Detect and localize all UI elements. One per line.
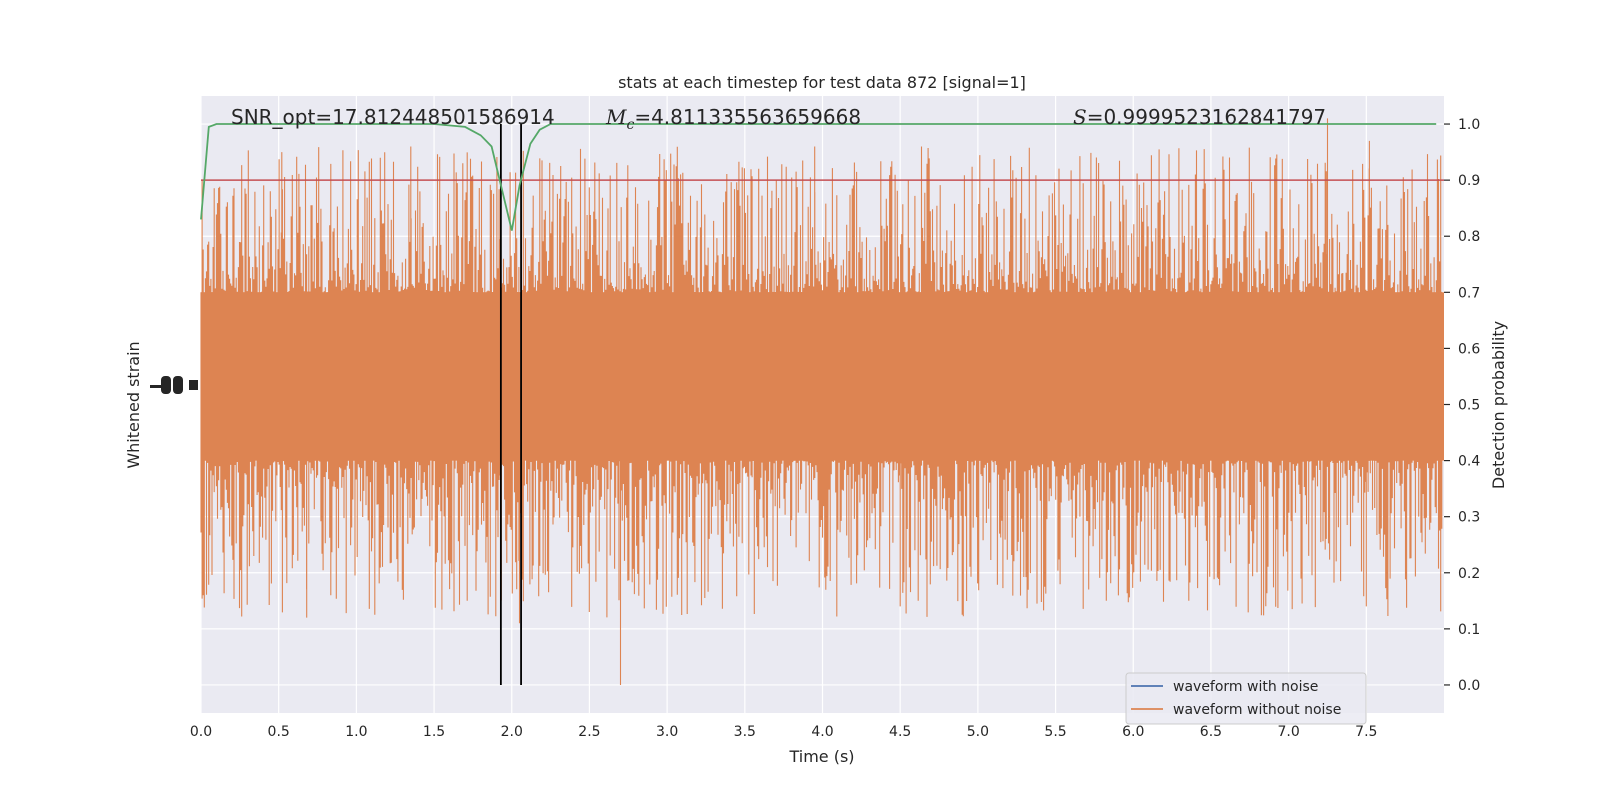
x-tick-label: 5.5 bbox=[1044, 724, 1066, 740]
x-tick-label: 4.0 bbox=[811, 724, 833, 740]
x-tick-label: 1.5 bbox=[423, 724, 445, 740]
strain-series bbox=[200, 118, 1444, 685]
y-tick-label: 0.0 bbox=[1458, 678, 1480, 694]
y-tick-label: 0.5 bbox=[1458, 398, 1480, 414]
s-symbol: S bbox=[1073, 105, 1087, 129]
y-tick-label: 0.1 bbox=[1458, 622, 1480, 638]
x-tick-label: 0.5 bbox=[268, 724, 290, 740]
y-tick-label: 0.2 bbox=[1458, 566, 1480, 582]
chirp-mass-annotation: Mc=4.811335563659668 bbox=[605, 105, 861, 133]
y-tick-label: 0.7 bbox=[1458, 285, 1480, 301]
x-tick-label: 1.0 bbox=[345, 724, 367, 740]
s-annotation: S=0.9999523162841797 bbox=[1073, 105, 1326, 129]
detection-probability-line bbox=[200, 123, 1437, 231]
y-tick-label: 0.8 bbox=[1458, 229, 1480, 245]
y-axis-label-right: Detection probability bbox=[1489, 321, 1508, 489]
x-tick-label: 3.0 bbox=[656, 724, 678, 740]
x-tick-label: 4.5 bbox=[889, 724, 911, 740]
x-tick-label: 3.5 bbox=[734, 724, 756, 740]
x-tick-label: 7.5 bbox=[1355, 724, 1377, 740]
event-markers bbox=[499, 124, 522, 685]
strain-spikes bbox=[200, 118, 1443, 685]
x-tick-label: 2.5 bbox=[578, 724, 600, 740]
mc-symbol: M bbox=[605, 105, 627, 129]
legend: waveform with noise waveform without noi… bbox=[1125, 672, 1367, 725]
x-axis-label: Time (s) bbox=[788, 747, 854, 766]
y-tick-label: 1.0 bbox=[1458, 117, 1480, 133]
y-tick-label: 0.4 bbox=[1458, 454, 1480, 470]
legend-box bbox=[1125, 672, 1367, 725]
chart-title: stats at each timestep for test data 872… bbox=[618, 73, 1026, 92]
x-tick-label: 6.0 bbox=[1122, 724, 1144, 740]
x-tick-label: 7.0 bbox=[1277, 724, 1299, 740]
y-tick-label: 0.6 bbox=[1458, 341, 1480, 357]
mc-subscript: c bbox=[626, 117, 634, 133]
legend-label-clean: waveform without noise bbox=[1173, 702, 1341, 718]
y-tick-label: 0.3 bbox=[1458, 510, 1480, 526]
x-axis-ticks: 0.0 0.5 1.0 1.5 2.0 2.5 3.0 3.5 4.0 4.5 5.0 5.5 6.0 6… bbox=[190, 724, 1378, 740]
legend-label-noise: waveform with noise bbox=[1173, 679, 1318, 695]
mc-value: =4.811335563659668 bbox=[634, 105, 861, 129]
x-tick-label: 0.0 bbox=[190, 724, 212, 740]
snr-annotation: SNR_opt=17.812448501586914 bbox=[231, 105, 555, 129]
x-tick-label: 6.5 bbox=[1200, 724, 1222, 740]
s-value: =0.9999523162841797 bbox=[1087, 105, 1326, 129]
y-tick-label: 0.9 bbox=[1458, 173, 1480, 189]
left-axis-ticks bbox=[150, 376, 198, 394]
y-axis-label-left: Whitened strain bbox=[124, 341, 143, 468]
y-axis-ticks-right: 0.0 0.1 0.2 0.3 0.4 0.5 0.6 0.7 0.8 0.9 1.0 bbox=[1444, 117, 1480, 694]
x-tick-label: 5.0 bbox=[967, 724, 989, 740]
x-tick-label: 2.0 bbox=[501, 724, 523, 740]
